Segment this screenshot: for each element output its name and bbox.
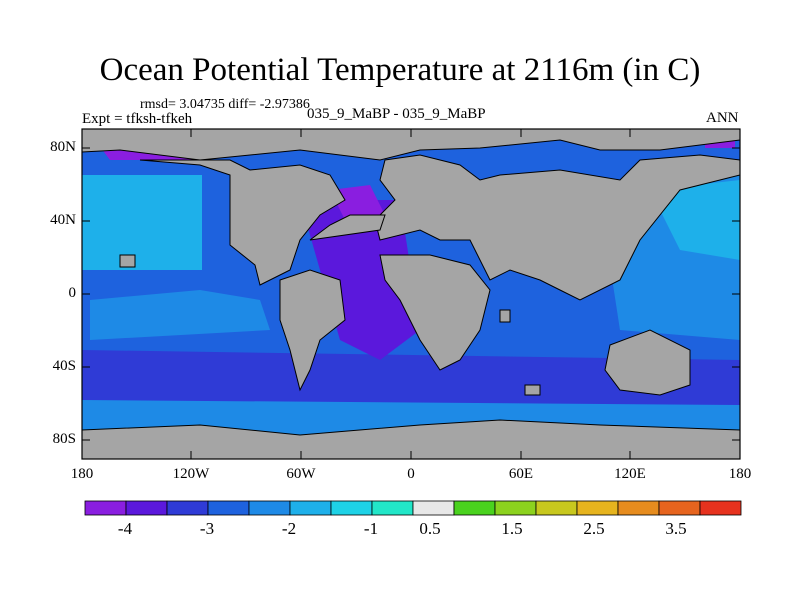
colorbar-swatch [453, 500, 496, 516]
lon-tick-0: 0 [407, 466, 415, 482]
colorbar-swatch [535, 500, 578, 516]
land [82, 129, 740, 459]
colorbar-swatch [617, 500, 660, 516]
period-label: ANN [706, 110, 739, 126]
cold-anomaly-band [82, 175, 202, 270]
colorbar-swatch [371, 500, 414, 516]
colorbar-label: 2.5 [583, 519, 605, 538]
lon-tick-180w: 180 [70, 466, 94, 482]
lon-tick-120w: 120W [172, 466, 210, 482]
colorbar-swatch [576, 500, 619, 516]
experiment-label: Expt = tfksh-tfkeh [82, 111, 193, 127]
colorbar-label: -2 [281, 519, 297, 538]
colorbar-label: 3.5 [665, 519, 687, 538]
colorbar-label: 1.5 [501, 519, 523, 538]
map-title: Ocean Potential Temperature at 2116m (in… [99, 52, 701, 88]
colorbar-swatch [699, 500, 742, 516]
lon-tick-60e: 60E [508, 466, 534, 482]
map-field [82, 129, 740, 459]
lat-tick-80s: 80S [52, 431, 76, 447]
lat-tick-40s: 40S [52, 358, 76, 374]
colorbar-swatch [289, 500, 332, 516]
lon-tick-180e: 180 [728, 466, 752, 482]
colorbar-swatch [658, 500, 701, 516]
colorbar-swatch [248, 500, 291, 516]
colorbar-label: -3 [199, 519, 215, 538]
stats-label: rmsd= 3.04735 diff= -2.97386 [140, 97, 310, 112]
colorbar-swatch [166, 500, 209, 516]
colorbar-swatch [494, 500, 537, 516]
colorbar-swatch [125, 500, 168, 516]
lat-tick-80n: 80N [50, 139, 76, 155]
colorbar [84, 500, 742, 516]
colorbar-swatch [330, 500, 373, 516]
colorbar-swatch [412, 500, 455, 516]
colorbar-label: -4 [117, 519, 133, 538]
lon-tick-120e: 120E [614, 466, 646, 482]
colorbar-swatch [207, 500, 250, 516]
case-label: 035_9_MaBP - 035_9_MaBP [307, 106, 486, 122]
colorbar-label: 0.5 [419, 519, 441, 538]
lat-tick-0: 0 [68, 285, 77, 301]
lat-tick-40n: 40N [50, 212, 76, 228]
colorbar-swatch [84, 500, 127, 516]
lon-tick-60w: 60W [286, 466, 316, 482]
colorbar-label: -1 [363, 519, 379, 538]
